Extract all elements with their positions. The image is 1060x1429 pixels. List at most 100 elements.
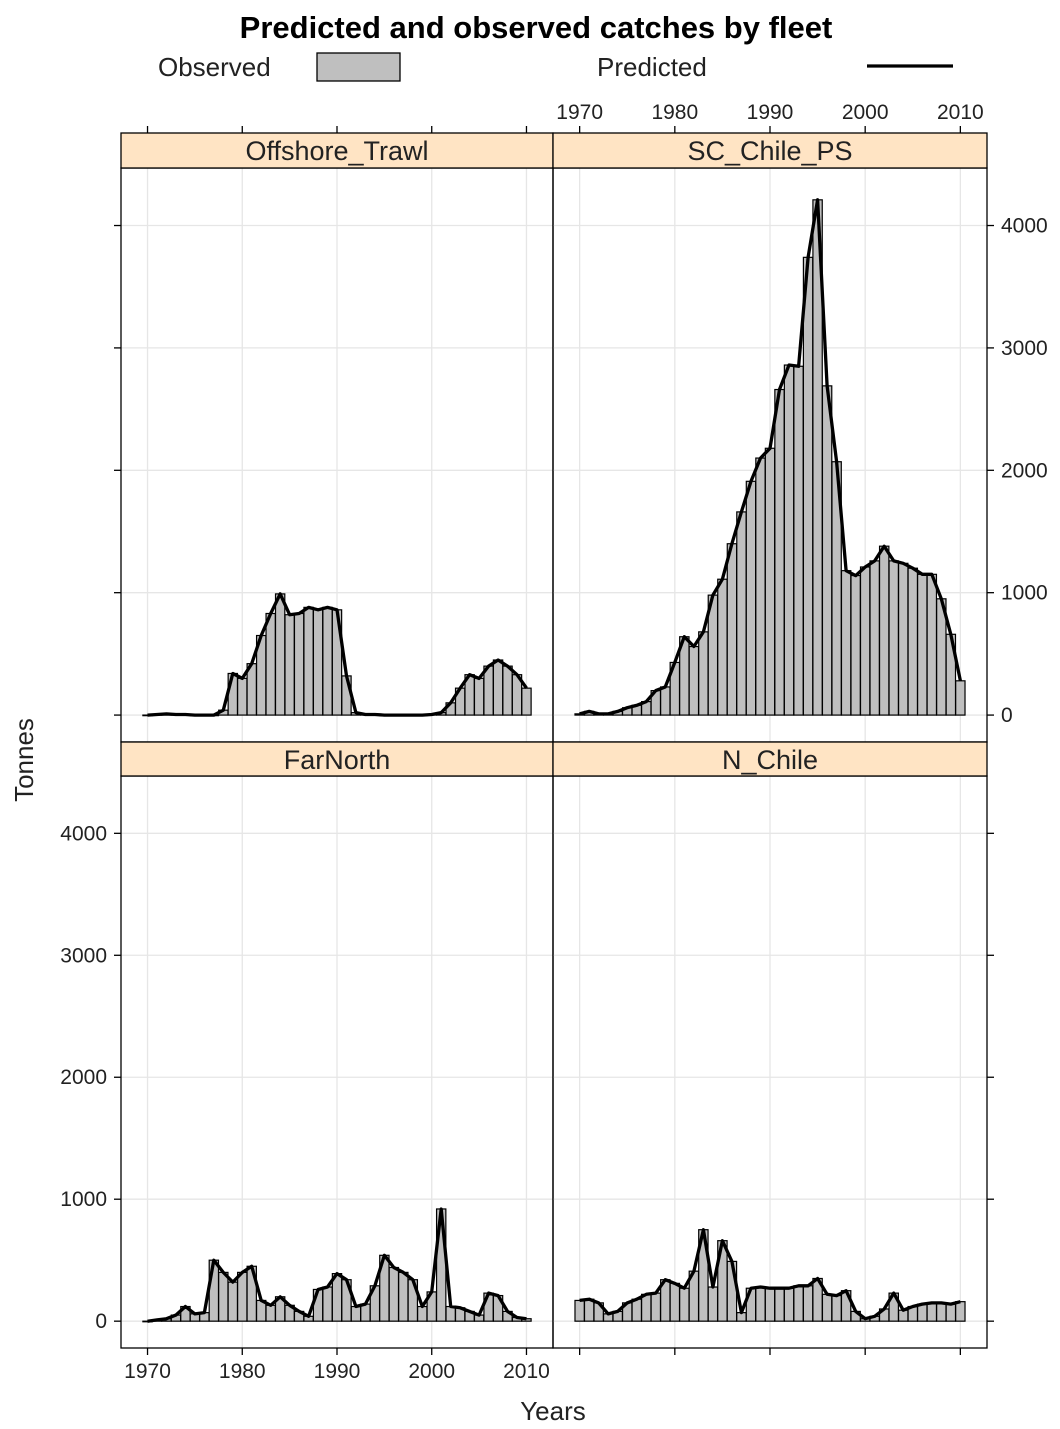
bar-observed bbox=[660, 686, 671, 716]
bar-observed bbox=[859, 566, 871, 716]
line-predicted bbox=[579, 198, 963, 716]
y-tick-label: 3000 bbox=[1001, 337, 1048, 360]
y-tick-label: 0 bbox=[95, 1310, 107, 1333]
bar-observed bbox=[492, 659, 504, 716]
bar-observed bbox=[293, 612, 305, 716]
panel-strip-label: FarNorth bbox=[284, 745, 391, 775]
legend: Observed Predicted bbox=[158, 52, 953, 82]
bar-observed bbox=[850, 574, 861, 716]
panel-strip bbox=[552, 741, 988, 777]
bar-observed bbox=[473, 677, 485, 716]
x-tick-label: 2010 bbox=[503, 1360, 550, 1383]
bar-observed bbox=[398, 1271, 409, 1322]
bar-observed bbox=[360, 1303, 371, 1322]
panel-strip-label: SC_Chile_PS bbox=[687, 136, 852, 166]
bar-observed bbox=[774, 388, 785, 716]
bar-observed bbox=[821, 385, 833, 716]
bar-observed bbox=[917, 1303, 928, 1322]
bar-observed bbox=[417, 1305, 428, 1322]
bar-observed bbox=[631, 1298, 643, 1322]
bar-observed bbox=[265, 1304, 276, 1322]
bar-observed bbox=[926, 573, 938, 716]
x-tick-label: 1990 bbox=[747, 101, 794, 124]
bar-observed bbox=[679, 1287, 690, 1322]
panel-strip bbox=[120, 132, 554, 169]
bar-observed bbox=[388, 1266, 400, 1322]
x-tick-label: 1990 bbox=[314, 1360, 361, 1383]
bar-observed bbox=[869, 560, 880, 716]
bar-observed bbox=[888, 560, 899, 716]
bar-observed bbox=[483, 665, 494, 716]
bar-observed bbox=[955, 680, 966, 716]
y-tick-label: 1000 bbox=[1001, 582, 1048, 605]
panel-strip bbox=[120, 741, 554, 777]
panel-n-chile: N_Chile bbox=[552, 741, 988, 1349]
bar-observed bbox=[583, 1298, 595, 1322]
y-tick-label: 1000 bbox=[60, 1188, 107, 1211]
bar-observed bbox=[793, 1285, 804, 1322]
bar-observed bbox=[907, 567, 919, 716]
bar-observed bbox=[936, 1302, 947, 1322]
x-tick-label: 2000 bbox=[842, 101, 889, 124]
bar-observed bbox=[783, 364, 795, 716]
bar-observed bbox=[350, 1305, 362, 1322]
y-tick-label: 3000 bbox=[60, 944, 107, 967]
bar-observed bbox=[274, 593, 286, 716]
panel-strip-label: Offshore_Trawl bbox=[245, 136, 428, 166]
bar-observed bbox=[322, 1286, 333, 1322]
panels: Offshore_Trawl SC_Chile_PS FarNorth N_Chile bbox=[120, 132, 988, 1349]
bar-observed bbox=[831, 1294, 842, 1322]
line-predicted bbox=[579, 1228, 961, 1321]
y-tick-label: 2000 bbox=[1001, 459, 1048, 482]
y-tick-label: 4000 bbox=[1001, 215, 1048, 238]
bar-observed bbox=[641, 1293, 652, 1322]
x-tick-label: 1980 bbox=[219, 1360, 266, 1383]
bar-observed bbox=[726, 543, 738, 716]
bar-observed bbox=[793, 365, 804, 716]
bar-observed bbox=[237, 677, 248, 716]
y-tick-label: 4000 bbox=[60, 822, 107, 845]
x-tick-label: 2010 bbox=[937, 101, 984, 124]
panel-offshore-trawl: Offshore_Trawl bbox=[120, 132, 554, 743]
bar-observed bbox=[698, 631, 709, 716]
bar-observed bbox=[755, 1286, 766, 1322]
line-predicted bbox=[147, 1207, 527, 1323]
bar-observed bbox=[745, 480, 757, 716]
bar-observed bbox=[322, 606, 333, 716]
bar-observed bbox=[926, 1302, 938, 1322]
bar-observed bbox=[669, 1282, 681, 1322]
x-tick-label: 1980 bbox=[651, 101, 698, 124]
bar-observed bbox=[764, 447, 776, 716]
x-tick-label: 1970 bbox=[124, 1360, 171, 1383]
bar-observed bbox=[717, 578, 728, 716]
bar-observed bbox=[502, 665, 513, 716]
axes: 1970 1980 1990 2000 2010 1970 1980 1990 2000 2010… bbox=[60, 101, 1047, 1383]
bar-observed bbox=[897, 562, 909, 716]
bar-observed bbox=[955, 1301, 966, 1322]
panel-strip-label: N_Chile bbox=[722, 745, 818, 775]
bar-observed bbox=[574, 1299, 585, 1322]
bar-observed bbox=[840, 570, 852, 716]
panel-strip bbox=[552, 132, 988, 169]
bar-observed bbox=[237, 1271, 248, 1322]
y-tick-label: 0 bbox=[1001, 704, 1013, 727]
legend-observed-label: Observed bbox=[158, 52, 271, 82]
bar-observed bbox=[445, 1305, 456, 1322]
bar-observed bbox=[227, 1281, 239, 1322]
panel-farnorth: FarNorth bbox=[120, 741, 554, 1349]
bar-observed bbox=[650, 1292, 662, 1322]
bar-observed bbox=[774, 1287, 785, 1322]
y-tick-label: 2000 bbox=[60, 1066, 107, 1089]
x-tick-label: 2000 bbox=[408, 1360, 455, 1383]
bar-observed bbox=[218, 1271, 229, 1322]
line-predicted bbox=[147, 592, 528, 717]
bar-observed bbox=[736, 511, 747, 716]
legend-observed-swatch bbox=[316, 52, 401, 82]
bar-observed bbox=[265, 612, 276, 716]
bar-observed bbox=[707, 1286, 719, 1322]
x-tick-label: 1970 bbox=[556, 101, 603, 124]
bar-observed bbox=[284, 614, 295, 716]
bar-observed bbox=[755, 457, 766, 716]
chart-title: Predicted and observed catches by fleet bbox=[240, 10, 833, 45]
bar-observed bbox=[917, 573, 928, 716]
